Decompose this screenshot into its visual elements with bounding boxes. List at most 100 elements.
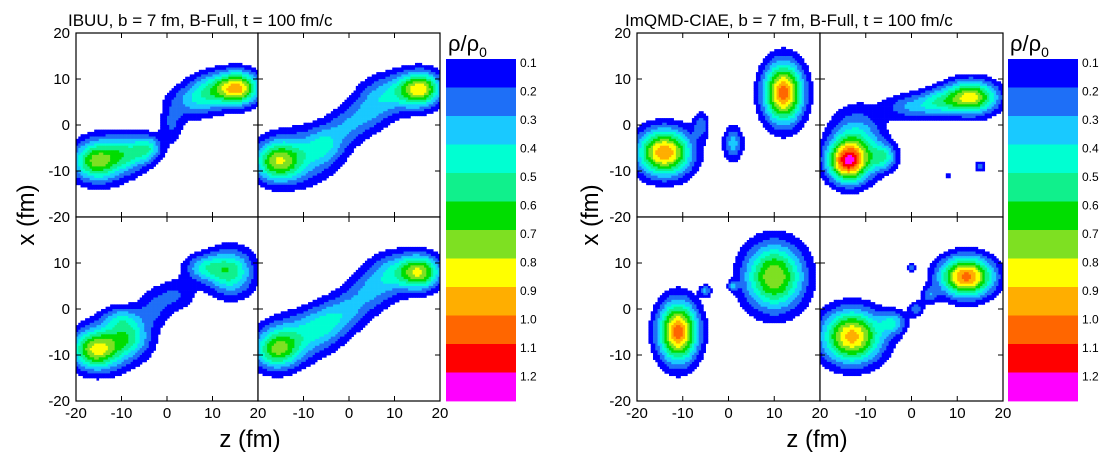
density-cell <box>292 153 295 156</box>
density-cell <box>267 153 270 156</box>
density-cell <box>169 130 172 133</box>
density-cell <box>363 139 366 142</box>
density-cell <box>112 357 115 360</box>
density-cell <box>308 134 311 137</box>
density-cell <box>356 109 359 112</box>
density-cell <box>272 187 275 190</box>
density-cell <box>351 127 354 130</box>
density-cell <box>92 137 95 140</box>
density-cell <box>144 318 147 321</box>
density-cell <box>376 84 379 87</box>
density-cell <box>244 102 247 105</box>
density-cell <box>363 125 366 128</box>
density-cell <box>110 346 113 349</box>
density-cell <box>263 180 266 183</box>
density-cell <box>319 137 322 140</box>
density-cell <box>349 120 352 123</box>
density-cell <box>147 350 150 353</box>
density-cell <box>310 164 313 167</box>
density-cell <box>433 68 436 71</box>
density-cell <box>301 132 304 135</box>
density-cell <box>288 164 291 167</box>
density-cell <box>124 346 127 349</box>
density-cell <box>126 353 129 356</box>
density-cell <box>167 107 170 110</box>
density-cell <box>219 79 222 82</box>
density-cell <box>299 127 302 130</box>
density-cell <box>244 95 247 98</box>
density-cell <box>326 130 329 133</box>
density-cell <box>96 162 99 165</box>
density-cell <box>301 157 304 160</box>
density-cell <box>83 344 86 347</box>
density-cell <box>267 164 270 167</box>
density-cell <box>363 97 366 100</box>
density-cell <box>420 86 423 89</box>
density-cell <box>156 137 159 140</box>
density-cell <box>392 77 395 80</box>
density-cell <box>99 327 102 330</box>
density-cell <box>103 132 106 135</box>
density-cell <box>92 332 95 335</box>
density-cell <box>374 104 377 107</box>
density-cell <box>242 109 245 112</box>
density-cell <box>222 111 225 114</box>
density-cell <box>131 309 134 312</box>
density-cell <box>401 88 404 91</box>
density-cell <box>92 180 95 183</box>
density-cell <box>85 134 88 137</box>
density-cell <box>306 176 309 179</box>
density-cell <box>335 116 338 119</box>
density-cell <box>315 150 318 153</box>
density-cell <box>313 125 316 128</box>
density-cell <box>238 79 241 82</box>
density-cell <box>131 332 134 335</box>
density-cell <box>367 84 370 87</box>
density-cell <box>269 173 272 176</box>
density-cell <box>156 337 159 340</box>
density-cell <box>354 109 357 112</box>
density-cell <box>308 139 311 142</box>
density-cell <box>197 77 200 80</box>
density-cell <box>165 281 168 284</box>
density-cell <box>420 65 423 68</box>
density-cell <box>103 330 106 333</box>
density-cell <box>112 132 115 135</box>
density-cell <box>199 93 202 96</box>
density-cell <box>153 344 156 347</box>
density-cell <box>363 114 366 117</box>
density-cell <box>106 141 109 144</box>
density-cell <box>283 143 286 146</box>
density-cell <box>92 350 95 353</box>
density-cell <box>390 77 393 80</box>
density-cell <box>224 74 227 77</box>
density-cell <box>137 318 140 321</box>
density-cell <box>103 323 106 326</box>
density-cell <box>149 314 152 317</box>
density-cell <box>424 107 427 110</box>
density-cell <box>140 300 143 303</box>
density-cell <box>135 321 138 324</box>
density-cell <box>142 325 145 328</box>
density-cell <box>106 160 109 163</box>
density-cell <box>92 141 95 144</box>
density-cell <box>397 88 400 91</box>
density-cell <box>108 353 111 356</box>
density-cell <box>222 114 225 117</box>
density-cell <box>87 353 90 356</box>
density-cell <box>103 178 106 181</box>
density-cell <box>406 88 409 91</box>
density-cell <box>99 344 102 347</box>
density-cell <box>149 300 152 303</box>
density-cell <box>133 344 136 347</box>
density-cell <box>176 137 179 140</box>
density-cell <box>133 355 136 358</box>
density-cell <box>119 157 122 160</box>
density-cell <box>153 346 156 349</box>
density-cell <box>96 353 99 356</box>
density-cell <box>137 153 140 156</box>
density-cell <box>338 114 341 117</box>
density-cell <box>249 79 252 82</box>
density-cell <box>424 95 427 98</box>
density-cell <box>144 141 147 144</box>
